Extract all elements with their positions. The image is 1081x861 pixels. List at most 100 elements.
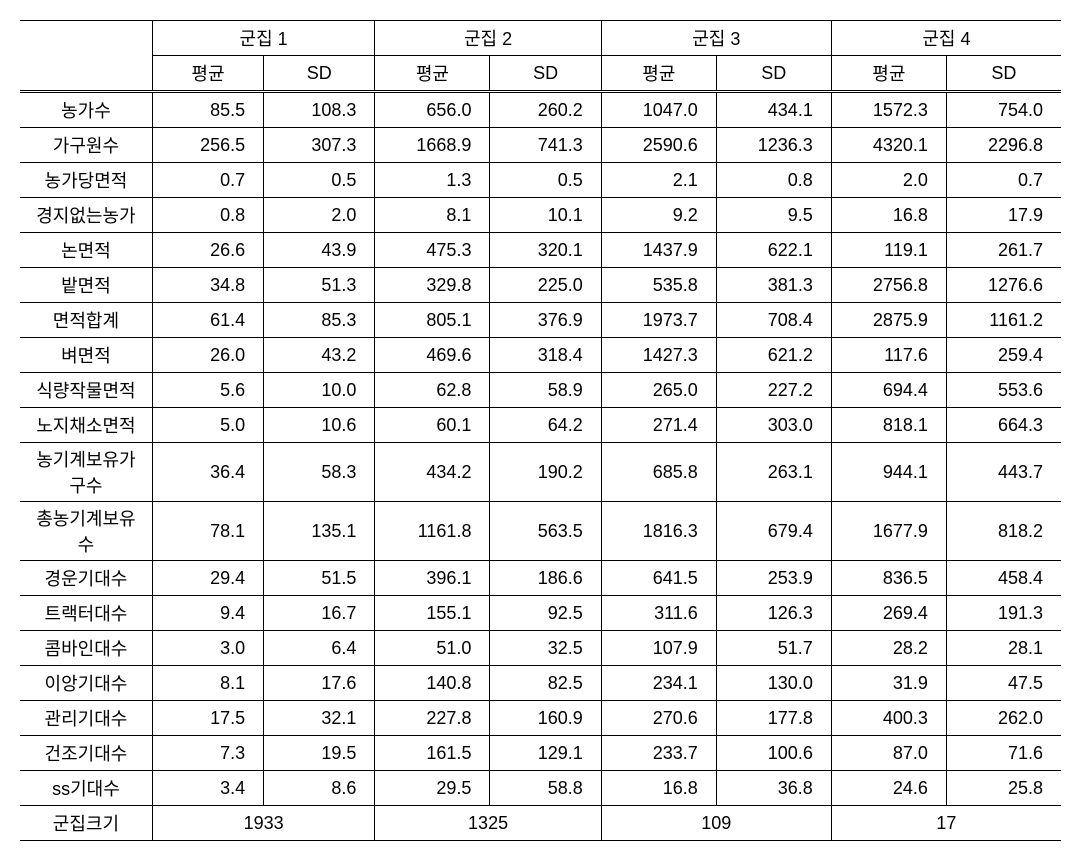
data-cell: 1572.3 (831, 92, 946, 128)
table-row: 농가수85.5108.3656.0260.21047.0434.11572.37… (20, 92, 1061, 128)
data-cell: 28.2 (831, 631, 946, 666)
row-label: 논면적 (20, 233, 152, 268)
data-cell: 32.1 (264, 701, 375, 736)
data-cell: 622.1 (716, 233, 831, 268)
table-row: 가구원수256.5307.31668.9741.32590.61236.3432… (20, 128, 1061, 163)
data-cell: 265.0 (601, 373, 716, 408)
row-label: 농기계보유가구수 (20, 443, 152, 502)
data-cell: 1161.2 (946, 303, 1061, 338)
data-cell: 234.1 (601, 666, 716, 701)
data-cell: 3.0 (152, 631, 263, 666)
data-cell: 1161.8 (375, 502, 490, 561)
data-cell: 3.4 (152, 771, 263, 806)
row-label: 노지채소면적 (20, 408, 152, 443)
row-label: 트랙터대수 (20, 596, 152, 631)
data-cell: 64.2 (490, 408, 601, 443)
data-cell: 225.0 (490, 268, 601, 303)
data-cell: 233.7 (601, 736, 716, 771)
data-cell: 5.0 (152, 408, 263, 443)
data-cell: 1437.9 (601, 233, 716, 268)
data-cell: 685.8 (601, 443, 716, 502)
subheader-cell: SD (946, 56, 1061, 92)
data-cell: 58.9 (490, 373, 601, 408)
data-cell: 818.1 (831, 408, 946, 443)
data-cell: 434.2 (375, 443, 490, 502)
data-cell: 10.1 (490, 198, 601, 233)
data-cell: 253.9 (716, 561, 831, 596)
data-cell: 140.8 (375, 666, 490, 701)
data-cell: 108.3 (264, 92, 375, 128)
data-cell: 1816.3 (601, 502, 716, 561)
data-cell: 708.4 (716, 303, 831, 338)
cluster-header-2: 군집 2 (375, 21, 601, 56)
subheader-cell: 평균 (375, 56, 490, 92)
data-cell: 2296.8 (946, 128, 1061, 163)
table-row: 벼면적26.043.2469.6318.41427.3621.2117.6259… (20, 338, 1061, 373)
row-label: 밭면적 (20, 268, 152, 303)
data-cell: 263.1 (716, 443, 831, 502)
data-cell: 61.4 (152, 303, 263, 338)
data-cell: 0.7 (946, 163, 1061, 198)
data-cell: 135.1 (264, 502, 375, 561)
data-cell: 10.0 (264, 373, 375, 408)
table-row: 콤바인대수3.06.451.032.5107.951.728.228.1 (20, 631, 1061, 666)
data-cell: 8.6 (264, 771, 375, 806)
data-cell: 16.8 (601, 771, 716, 806)
data-cell: 563.5 (490, 502, 601, 561)
subheader-cell: SD (490, 56, 601, 92)
row-label: 면적합계 (20, 303, 152, 338)
data-cell: 1047.0 (601, 92, 716, 128)
table-row: 농가당면적0.70.51.30.52.10.82.00.7 (20, 163, 1061, 198)
data-cell: 85.5 (152, 92, 263, 128)
data-cell: 2756.8 (831, 268, 946, 303)
data-cell: 1668.9 (375, 128, 490, 163)
data-cell: 269.4 (831, 596, 946, 631)
data-cell: 58.3 (264, 443, 375, 502)
data-cell: 186.6 (490, 561, 601, 596)
data-cell: 6.4 (264, 631, 375, 666)
subheader-cell: 평균 (831, 56, 946, 92)
row-label: 총농기계보유수 (20, 502, 152, 561)
data-cell: 9.4 (152, 596, 263, 631)
data-cell: 553.6 (946, 373, 1061, 408)
table-header: 군집 1 군집 2 군집 3 군집 4 평균SD평균SD평균SD평균SD (20, 21, 1061, 92)
table-row: 밭면적34.851.3329.8225.0535.8381.32756.8127… (20, 268, 1061, 303)
data-cell: 85.3 (264, 303, 375, 338)
data-cell: 78.1 (152, 502, 263, 561)
data-cell: 259.4 (946, 338, 1061, 373)
row-label: 가구원수 (20, 128, 152, 163)
subheader-cell: SD (716, 56, 831, 92)
data-cell: 161.5 (375, 736, 490, 771)
data-cell: 177.8 (716, 701, 831, 736)
data-cell: 4320.1 (831, 128, 946, 163)
row-label: 경지없는농가 (20, 198, 152, 233)
cluster-size-cell: 109 (601, 806, 831, 841)
data-cell: 129.1 (490, 736, 601, 771)
data-cell: 17.5 (152, 701, 263, 736)
data-cell: 32.5 (490, 631, 601, 666)
cluster-size-label: 군집크기 (20, 806, 152, 841)
row-label: 경운기대수 (20, 561, 152, 596)
row-label: ss기대수 (20, 771, 152, 806)
data-cell: 36.4 (152, 443, 263, 502)
data-cell: 19.5 (264, 736, 375, 771)
table-row: ss기대수3.48.629.558.816.836.824.625.8 (20, 771, 1061, 806)
data-cell: 2875.9 (831, 303, 946, 338)
data-cell: 58.8 (490, 771, 601, 806)
row-label: 관리기대수 (20, 701, 152, 736)
data-cell: 71.6 (946, 736, 1061, 771)
data-cell: 29.5 (375, 771, 490, 806)
data-cell: 1427.3 (601, 338, 716, 373)
row-label: 농가당면적 (20, 163, 152, 198)
data-cell: 818.2 (946, 502, 1061, 561)
data-cell: 1236.3 (716, 128, 831, 163)
data-cell: 160.9 (490, 701, 601, 736)
data-cell: 29.4 (152, 561, 263, 596)
data-cell: 51.5 (264, 561, 375, 596)
data-cell: 2.1 (601, 163, 716, 198)
subheader-cell: SD (264, 56, 375, 92)
table-row: 면적합계61.485.3805.1376.91973.7708.42875.91… (20, 303, 1061, 338)
data-cell: 376.9 (490, 303, 601, 338)
data-cell: 92.5 (490, 596, 601, 631)
data-cell: 754.0 (946, 92, 1061, 128)
